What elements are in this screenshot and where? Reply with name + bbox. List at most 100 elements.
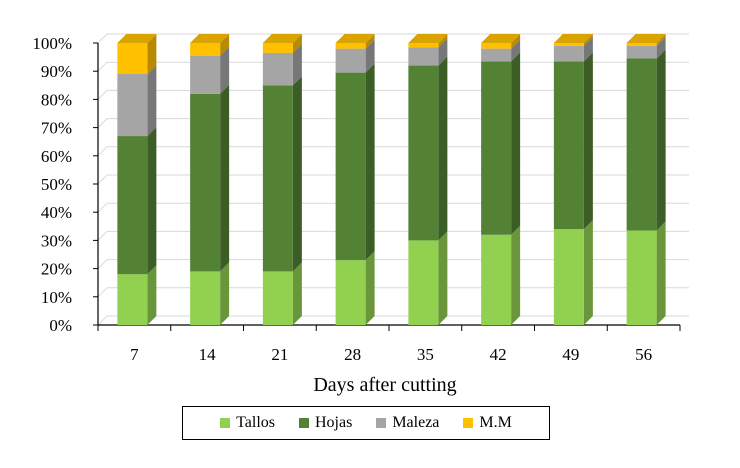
legend-item-hojas: Hojas — [299, 414, 352, 432]
bar-front — [190, 55, 221, 94]
x-tick-labels: 7 14 21 28 35 42 49 56 — [130, 345, 652, 364]
bar-front — [481, 43, 512, 49]
bar-segment-tallos — [481, 225, 521, 325]
bar-front — [335, 72, 366, 261]
bar-front — [626, 43, 657, 46]
bar-front — [626, 58, 657, 231]
bar-segment-hojas — [117, 127, 157, 275]
bar-front — [481, 234, 512, 325]
bar-side — [365, 63, 375, 261]
bar-front — [553, 43, 584, 46]
bar-front — [553, 61, 584, 230]
bar-segment-hojas — [481, 52, 521, 235]
bar-top — [335, 34, 375, 43]
bar-front — [190, 43, 221, 56]
bar-segment-tallos — [626, 221, 666, 325]
bar-front — [117, 43, 148, 75]
gridline-depth — [97, 33, 108, 44]
bar-side — [511, 39, 521, 62]
bar-side — [365, 34, 375, 49]
bar-segment-tallos — [335, 251, 375, 325]
legend-swatch-hojas — [299, 418, 309, 428]
y-tick-label: 50% — [41, 175, 72, 194]
bar-segment-hojas — [553, 52, 593, 230]
bar-side — [147, 265, 157, 325]
y-tick-label: 80% — [41, 90, 72, 109]
bar-segment-hojas — [335, 63, 375, 261]
bar-front — [408, 65, 439, 241]
gridline-depth — [97, 146, 108, 157]
bar-top — [262, 34, 302, 43]
x-tick-label: 49 — [562, 345, 579, 364]
bar-segment-tallos — [408, 231, 448, 325]
bar-segment-mm — [262, 34, 302, 53]
bar-segment-mm — [626, 34, 666, 46]
legend-label-tallos: Tallos — [236, 414, 275, 431]
bar-side — [147, 34, 157, 75]
bar-front — [626, 230, 657, 325]
y-tick-labels: 0% 10% 20% 30% 40% 50% 60% 70% 80% 90% 100% — [32, 34, 72, 335]
gridline-depth — [97, 202, 108, 213]
gridlines — [97, 33, 689, 326]
bar-top — [626, 34, 666, 43]
x-tick-label: 7 — [130, 345, 139, 364]
bar-front — [335, 43, 366, 49]
bar-segment-hojas — [626, 49, 666, 231]
gridline-depth — [97, 231, 108, 241]
legend-swatch-tallos — [220, 418, 231, 428]
bar-segment-hojas — [262, 76, 302, 272]
bar-front — [408, 47, 439, 66]
bar-segment-mm — [481, 34, 521, 49]
bar-segment-tallos — [190, 262, 230, 325]
legend-item-tallos: Tallos — [220, 414, 275, 432]
x-axis-label: Days after cutting — [313, 374, 456, 396]
bar-segment-maleza — [553, 36, 593, 62]
y-tick-label: 70% — [41, 119, 72, 138]
legend-item-mm: M.M — [463, 414, 512, 432]
bar-segment-maleza — [626, 36, 666, 59]
legend-label-mm: M.M — [479, 414, 512, 431]
bar-top — [481, 34, 521, 43]
bar-side — [292, 43, 302, 86]
bar-top — [408, 34, 448, 43]
bar-side — [511, 34, 521, 49]
bar-side — [220, 34, 230, 56]
bar-segment-maleza — [408, 38, 448, 66]
bar-side — [147, 65, 157, 137]
bar-side — [365, 251, 375, 325]
x-tick-label: 56 — [635, 345, 652, 364]
y-tick-label: 0% — [49, 316, 72, 335]
y-tick-label: 30% — [41, 231, 72, 250]
y-tick-label: 10% — [41, 288, 72, 307]
gridline-depth — [97, 90, 108, 100]
bar-front — [262, 85, 293, 272]
bar-segment-mm — [335, 34, 375, 49]
bar-segment-maleza — [481, 39, 521, 62]
bar-side — [656, 49, 666, 231]
bar-side — [583, 34, 593, 46]
bar-side — [438, 231, 448, 325]
bar-side — [583, 220, 593, 325]
bar-front — [262, 271, 293, 325]
bar-front — [262, 52, 293, 86]
bar-side — [511, 52, 521, 235]
bar-side — [656, 36, 666, 59]
bar-side — [220, 84, 230, 272]
bar-segment-mm — [553, 34, 593, 46]
bar-side — [656, 221, 666, 325]
bar-side — [220, 46, 230, 94]
bar-segment-hojas — [408, 56, 448, 241]
legend: Tallos Hojas Maleza M.M — [182, 406, 550, 440]
gridline-depth — [97, 315, 108, 326]
bar-side — [365, 39, 375, 73]
bar-side — [292, 76, 302, 272]
bar-side — [656, 34, 666, 46]
bar-front — [117, 74, 148, 137]
legend-label-hojas: Hojas — [315, 414, 353, 431]
bar-front — [262, 43, 293, 53]
bar-front — [481, 48, 512, 62]
bar-side — [147, 127, 157, 275]
bar-side — [292, 34, 302, 53]
bar-side — [220, 262, 230, 325]
bar-side — [438, 38, 448, 66]
